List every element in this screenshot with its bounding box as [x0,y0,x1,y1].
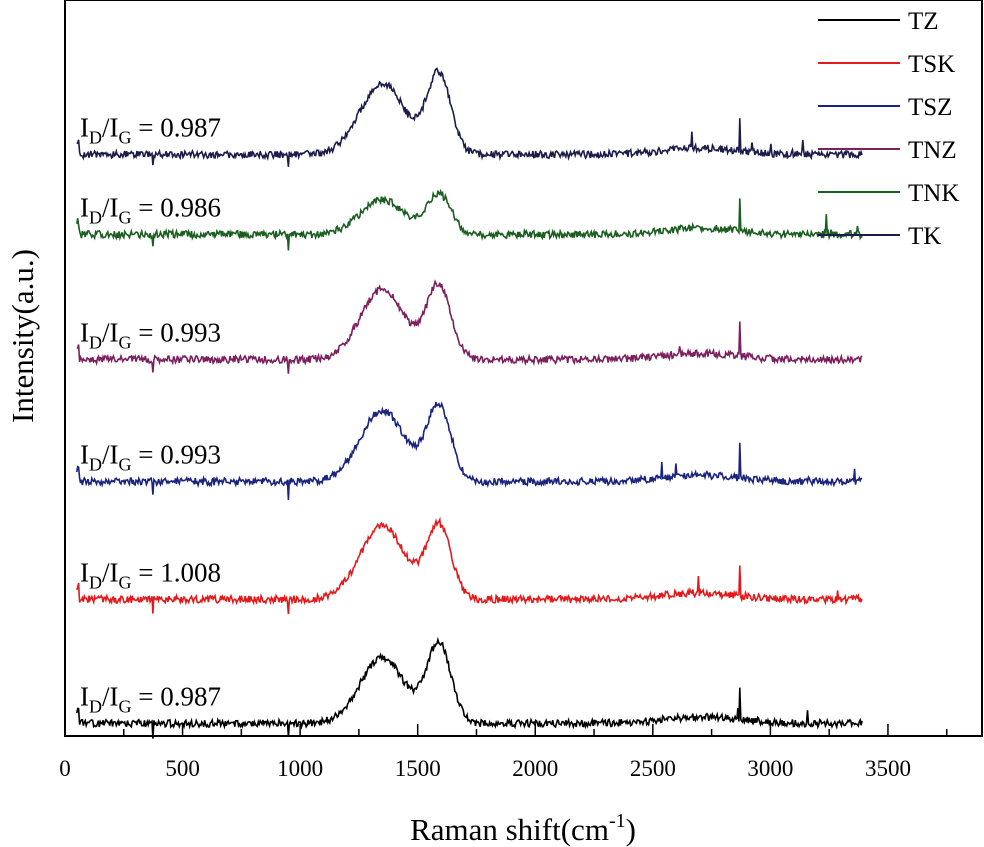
x-tick-label: 1500 [395,756,441,781]
x-tick-label: 2000 [512,756,558,781]
legend-label-tk: TK [908,223,941,250]
ratio-label-tnz: ID/IG = 0.993 [80,318,221,353]
legend-label-tsz: TSZ [908,94,952,121]
series-line-tsk [76,516,863,615]
x-axis-title: Raman shift(cm-1) [410,810,636,847]
ratio-label-tnk: ID/IG = 0.986 [80,192,221,227]
y-axis-title: Intensity(a.u.) [5,249,40,423]
x-tick-label: 0 [59,756,71,781]
series-line-tnk [76,188,863,251]
ratio-label-tk: ID/IG = 0.987 [80,113,221,148]
legend: TZ TSK TSZ TNZ TNK TK [818,8,959,250]
legend-label-tsk: TSK [908,51,955,78]
x-axis-ticks: 0 500 1000 1500 2000 2500 3000 3500 [59,724,948,781]
x-tick-label: 3000 [747,756,793,781]
x-tick-label: 1000 [277,756,323,781]
legend-label-tnz: TNZ [908,137,957,164]
legend-label-tz: TZ [908,8,939,35]
x-tick-label: 3500 [865,756,911,781]
series-line-tnz [76,279,863,374]
x-tick-label: 2500 [630,756,676,781]
ratio-label-tsk: ID/IG = 1.008 [80,557,221,592]
series-line-tz [76,636,863,739]
series-line-tk [76,67,863,167]
ratio-label-tsz: ID/IG = 0.993 [80,440,221,475]
plot-frame [64,0,983,737]
series-layer [76,67,863,739]
ratio-labels: ID/IG = 0.987 ID/IG = 1.008 ID/IG = 0.993 I… [80,113,221,717]
series-line-tsz [76,401,863,500]
legend-label-tnk: TNK [908,180,959,207]
x-tick-label: 500 [165,756,200,781]
ratio-label-tz: ID/IG = 0.987 [80,681,221,716]
